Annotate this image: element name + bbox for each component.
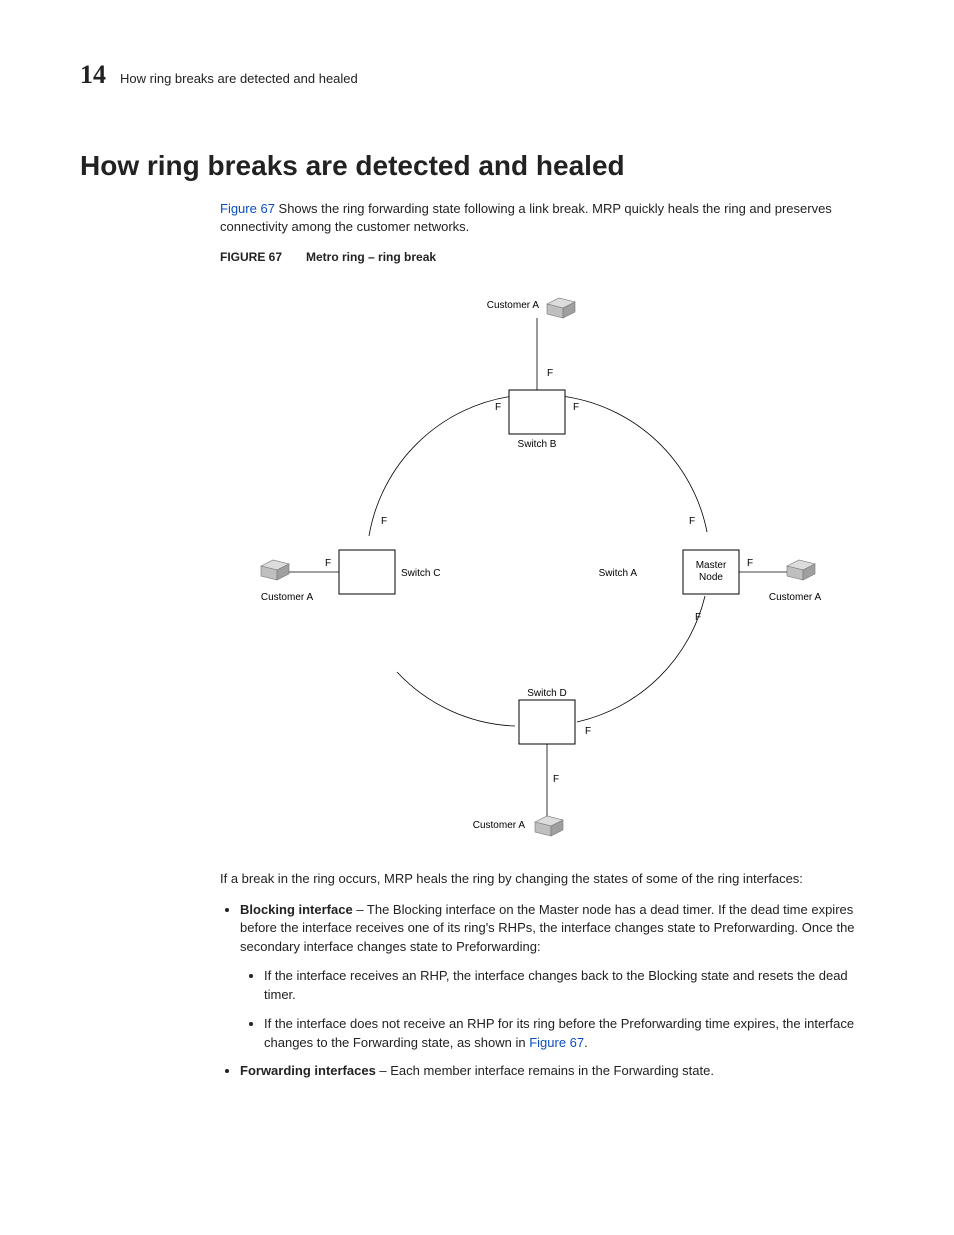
figure-label: FIGURE 67 bbox=[220, 250, 282, 264]
customerA-top: Customer A bbox=[487, 300, 540, 311]
switchD-label: Switch D bbox=[527, 688, 566, 699]
master-node-1: Master bbox=[696, 560, 727, 571]
master-node-2: Node bbox=[699, 572, 723, 583]
port-f: F bbox=[573, 402, 579, 413]
chapter-title: How ring breaks are detected and healed bbox=[120, 71, 358, 86]
blocking-interface-term: Blocking interface bbox=[240, 902, 353, 917]
figure-caption-text: Metro ring – ring break bbox=[306, 250, 436, 264]
list-item: If the interface receives an RHP, the in… bbox=[264, 967, 874, 1005]
port-f: F bbox=[325, 558, 331, 569]
figure-caption: FIGURE 67 Metro ring – ring break bbox=[220, 250, 874, 264]
port-f: F bbox=[747, 558, 753, 569]
switchC-label: Switch C bbox=[401, 568, 440, 579]
port-f: F bbox=[381, 516, 387, 527]
chapter-number: 14 bbox=[80, 60, 106, 90]
port-f: F bbox=[695, 612, 701, 623]
port-f: F bbox=[547, 368, 553, 379]
intro-text: Shows the ring forwarding state followin… bbox=[220, 201, 832, 234]
switchA-label: Switch A bbox=[599, 568, 638, 579]
intro-paragraph: Figure 67 Shows the ring forwarding stat… bbox=[220, 200, 874, 236]
port-f: F bbox=[553, 774, 559, 785]
figure-link[interactable]: Figure 67 bbox=[220, 201, 275, 216]
customerA-left: Customer A bbox=[261, 592, 314, 603]
list-item: Forwarding interfaces – Each member inte… bbox=[240, 1062, 874, 1081]
forwarding-interfaces-desc: – Each member interface remains in the F… bbox=[376, 1063, 714, 1078]
page-title: How ring breaks are detected and healed bbox=[80, 150, 874, 182]
bullet-list: Blocking interface – The Blocking interf… bbox=[220, 901, 874, 1082]
running-header: 14 How ring breaks are detected and heal… bbox=[80, 60, 874, 90]
port-f: F bbox=[689, 516, 695, 527]
forwarding-interfaces-term: Forwarding interfaces bbox=[240, 1063, 376, 1078]
port-f: F bbox=[585, 726, 591, 737]
customerA-right: Customer A bbox=[769, 592, 822, 603]
customerA-bottom: Customer A bbox=[473, 820, 526, 831]
figure-diagram: Switch B Switch C Switch A Master Node S… bbox=[247, 272, 847, 852]
switchB-label: Switch B bbox=[518, 439, 557, 450]
figure-link[interactable]: Figure 67 bbox=[529, 1035, 584, 1050]
port-f: F bbox=[495, 402, 501, 413]
list-item: If the interface does not receive an RHP… bbox=[264, 1015, 874, 1053]
sub-tail: . bbox=[584, 1035, 588, 1050]
paragraph-2: If a break in the ring occurs, MRP heals… bbox=[220, 870, 874, 888]
list-item: Blocking interface – The Blocking interf… bbox=[240, 901, 874, 1053]
